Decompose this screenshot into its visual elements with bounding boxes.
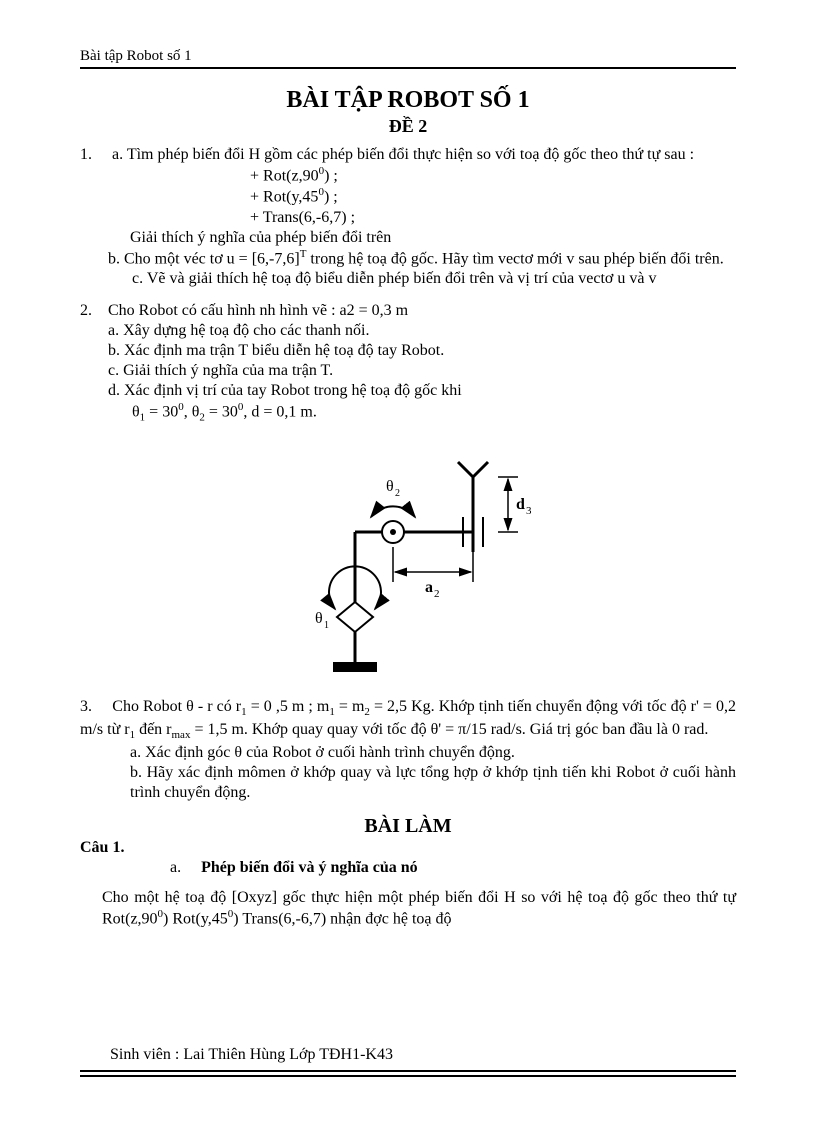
robot-diagram: θ 1 θ 2 d 3 a 2: [258, 437, 558, 687]
q1: 1. a. Tìm phép biến đổi H gồm các phép b…: [80, 145, 736, 165]
svg-text:a: a: [425, 579, 433, 596]
q1-num: 1.: [80, 146, 92, 163]
svg-text:2: 2: [395, 488, 400, 499]
q2-theta-line: θ1 = 300, θ2 = 300, d = 0,1 m.: [108, 401, 462, 425]
q3-b: b. Hãy xác định mômen ở khớp quay và lực…: [80, 763, 736, 803]
q1-trans: + Trans(6,-6,7) ;: [80, 208, 736, 228]
page-header: Bài tập Robot số 1: [80, 48, 736, 69]
svg-text:θ: θ: [386, 478, 394, 495]
q2-b: b. Xác định ma trận T biểu diễn hệ toạ đ…: [108, 341, 462, 361]
page-footer: Sinh viên : Lai Thiên Hùng Lớp TĐH1-K43: [80, 1046, 736, 1077]
footer-text: Sinh viên : Lai Thiên Hùng Lớp TĐH1-K43: [80, 1046, 736, 1064]
solution-title: BÀI LÀM: [80, 815, 736, 838]
q2-lead: Cho Robot có cấu hình nh hình vẽ : a2 = …: [108, 301, 462, 321]
q1-b: b. Cho một véc tơ u = [6,-7,6]T trong hệ…: [80, 248, 736, 269]
svg-text:θ: θ: [315, 610, 323, 627]
q2-d: d. Xác định vị trí của tay Robot trong h…: [108, 381, 462, 401]
svg-text:3: 3: [526, 505, 532, 517]
page: Bài tập Robot số 1 BÀI TẬP ROBOT SỐ 1 ĐỀ…: [0, 0, 816, 1123]
q2: 2. Cho Robot có cấu hình nh hình vẽ : a2…: [80, 301, 736, 425]
svg-text:d: d: [516, 496, 525, 513]
q2-c: c. Giải thích ý nghĩa của ma trận T.: [108, 361, 462, 381]
doc-subtitle: ĐỀ 2: [80, 116, 736, 137]
q1-rot2: + Rot(y,450) ;: [80, 186, 736, 207]
sol-p1: Cho một hệ toạ độ [Oxyz] gốc thực hiện m…: [80, 888, 736, 929]
q2-num: 2.: [80, 301, 108, 425]
q3-num: 3.: [80, 698, 92, 715]
cau1: Câu 1.: [80, 838, 736, 858]
q1-rot1: + Rot(z,900) ;: [80, 165, 736, 186]
svg-text:2: 2: [434, 588, 440, 600]
q3: 3. Cho Robot θ - r có r1 = 0 ,5 m ; m1 =…: [80, 697, 736, 743]
q3-a: a. Xác định góc θ của Robot ở cuối hành …: [80, 743, 736, 763]
q1-a: a. Tìm phép biến đổi H gồm các phép biến…: [112, 146, 694, 163]
q2-a: a. Xây dựng hệ toạ độ cho các thanh nối.: [108, 321, 462, 341]
sol-a-head: a. Phép biến đổi và ý nghĩa của nó: [80, 858, 736, 878]
svg-text:1: 1: [324, 620, 329, 631]
q1-explain: Giải thích ý nghĩa của phép biến đổi trê…: [80, 228, 736, 248]
footer-rule: [80, 1070, 736, 1077]
doc-title: BÀI TẬP ROBOT SỐ 1: [80, 87, 736, 114]
q1-c: c. Vẽ và giải thích hệ toạ độ biểu diễn …: [80, 269, 736, 289]
